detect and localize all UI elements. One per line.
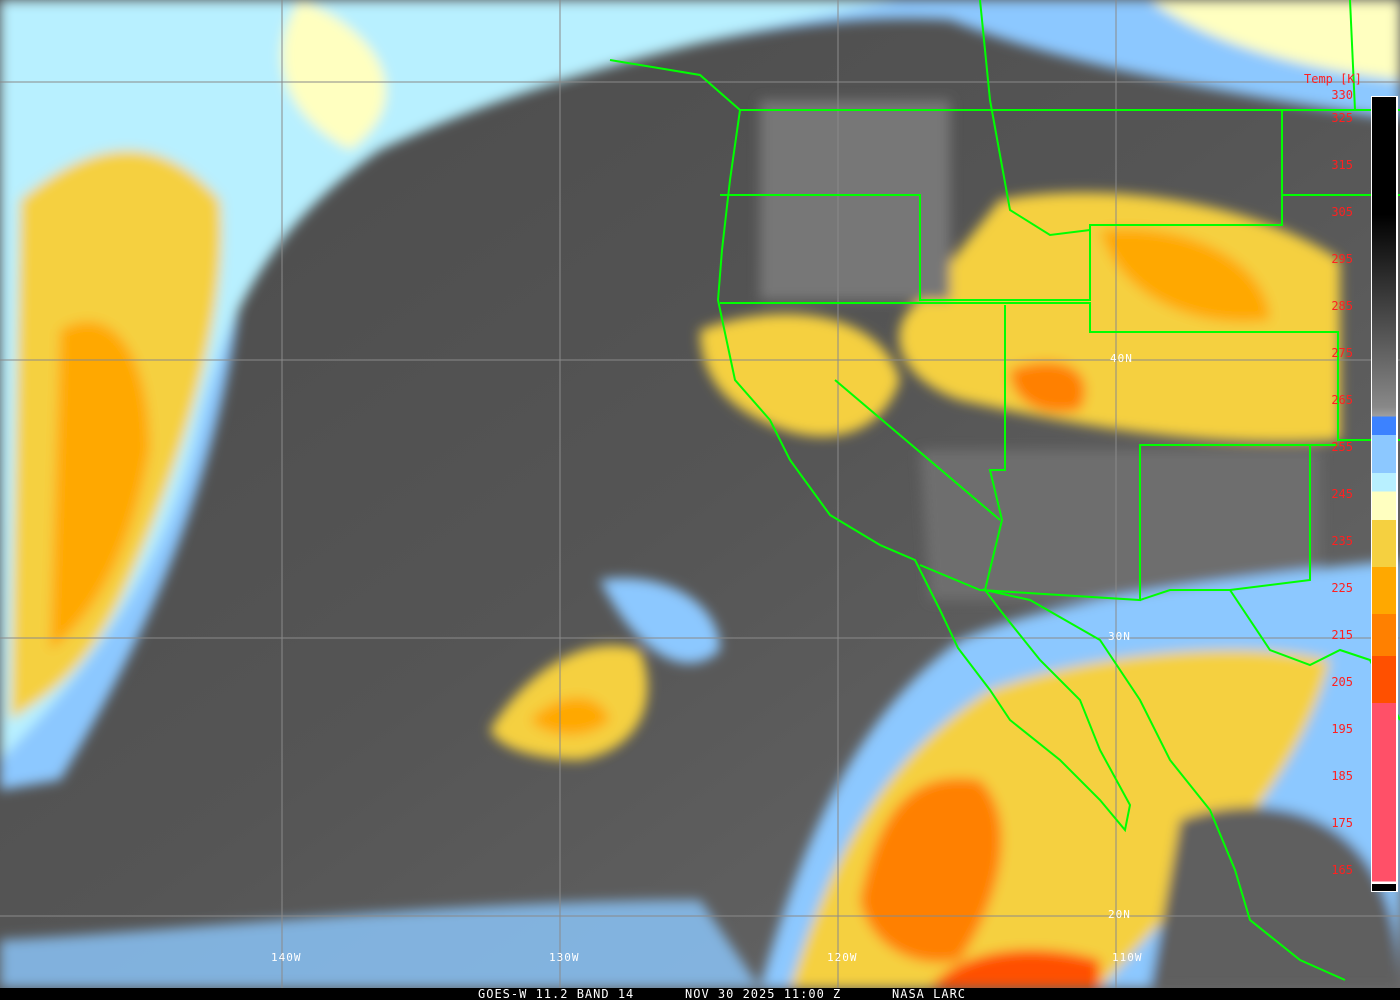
colorbar-tick-225: 225 (1331, 581, 1353, 596)
lat-label-20n: 20N (1108, 908, 1131, 921)
colorbar-tick-275: 275 (1331, 346, 1353, 361)
datetime-label: NOV 30 2025 11:00 Z (685, 987, 842, 1000)
colorbar-tick-285: 285 (1331, 299, 1353, 314)
colorbar-tick-295: 295 (1331, 252, 1353, 267)
lon-label-130w: 130W (549, 951, 580, 964)
colorbar-tick-165: 165 (1331, 863, 1353, 878)
credit-label: NASA LARC (892, 987, 967, 1000)
colorbar-tick-175: 175 (1331, 816, 1353, 831)
satellite-band-label: GOES-W 11.2 BAND 14 (478, 987, 635, 1000)
colorbar-tick-325: 325 (1331, 111, 1353, 126)
colorbar-tick-195: 195 (1331, 722, 1353, 737)
colorbar-tick-215: 215 (1331, 628, 1353, 643)
colorbar-tick-265: 265 (1331, 393, 1353, 408)
lat-label-40n: 40N (1110, 352, 1133, 365)
lon-label-110w: 110W (1112, 951, 1143, 964)
colorbar-tick-330: 330 (1331, 88, 1353, 102)
colorbar-tick-205: 205 (1331, 675, 1353, 690)
colorbar-tick-235: 235 (1331, 534, 1353, 549)
colorbar-tick-305: 305 (1331, 205, 1353, 220)
lat-label-30n: 30N (1108, 630, 1131, 643)
lon-label-140w: 140W (271, 951, 302, 964)
colorbar-title: Temp [K] (1304, 72, 1362, 86)
colorbar-tick-255: 255 (1331, 440, 1353, 455)
colorbar-tick-245: 245 (1331, 487, 1353, 502)
temperature-colorbar (1371, 96, 1398, 892)
colorbar-tick-185: 185 (1331, 769, 1353, 784)
coastlines-and-borders (609, 0, 1400, 981)
colorbar-tick-315: 315 (1331, 158, 1353, 173)
lon-label-120w: 120W (827, 951, 858, 964)
image-caption-bar: GOES-W 11.2 BAND 14 NOV 30 2025 11:00 Z … (0, 988, 1400, 1000)
